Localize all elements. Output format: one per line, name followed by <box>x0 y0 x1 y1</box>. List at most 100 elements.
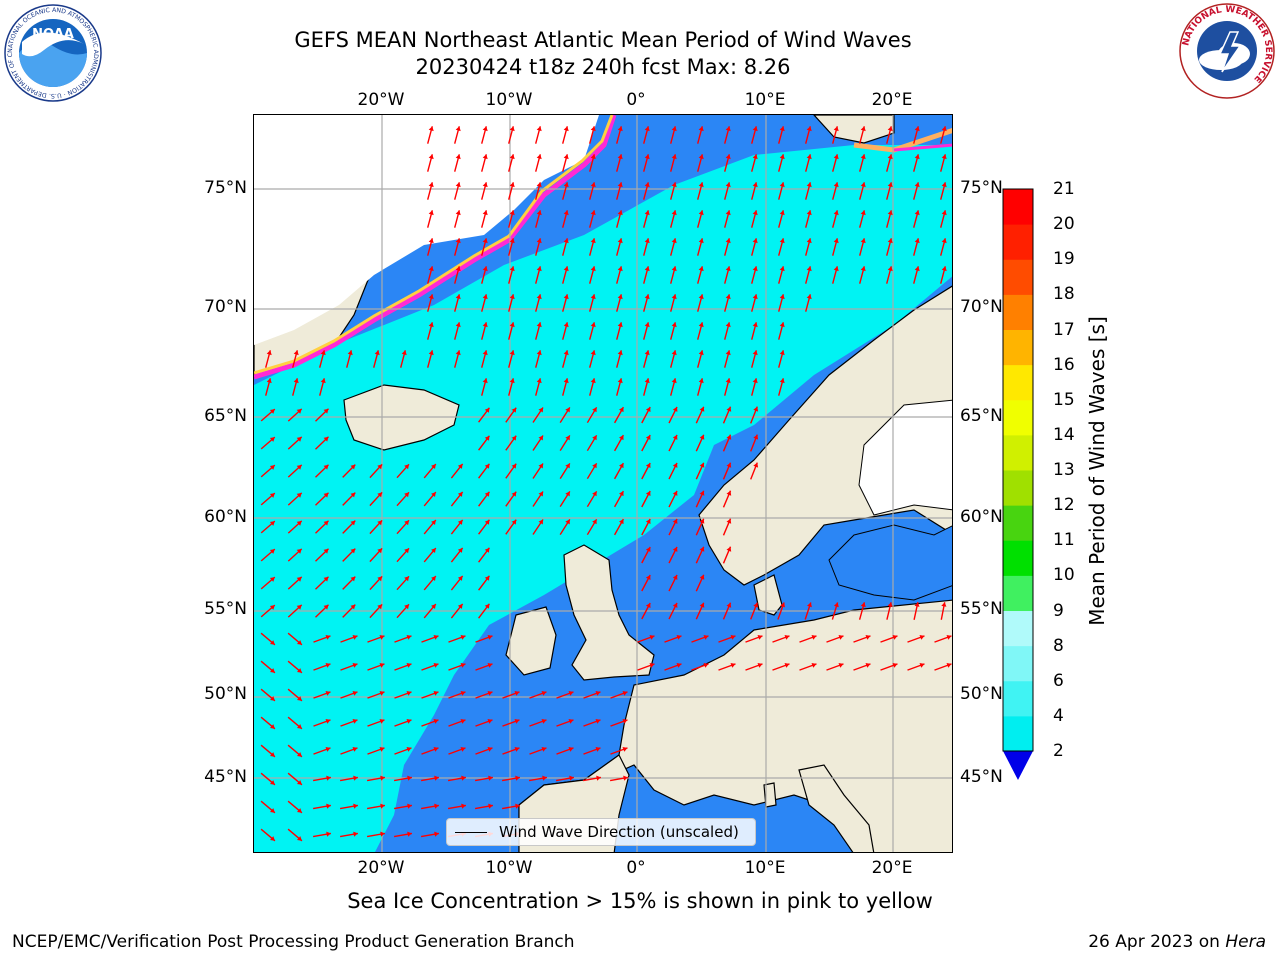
wind-wave-arrow-head <box>563 126 569 132</box>
wind-wave-arrow-head <box>672 574 678 580</box>
wind-wave-arrow <box>260 604 276 618</box>
wind-wave-arrow <box>505 435 517 451</box>
wind-wave-arrow <box>832 210 839 228</box>
footer-machine: Hera <box>1225 932 1266 952</box>
wind-wave-arrow-head <box>482 182 488 188</box>
wind-wave-arrow <box>832 182 839 200</box>
wind-wave-arrow-head <box>726 434 732 440</box>
wind-wave-arrow <box>586 434 598 452</box>
land-great-britain <box>563 544 655 681</box>
wind-wave-arrow-head <box>326 803 331 809</box>
wind-wave-arrow-head <box>698 294 704 300</box>
wind-wave-arrow <box>858 602 866 620</box>
wind-wave-arrow-head <box>297 668 302 673</box>
wind-wave-arrow-head <box>619 491 624 497</box>
wind-wave-arrow-head <box>484 547 490 553</box>
wind-wave-arrow-head <box>946 663 952 668</box>
wind-wave-arrow-head <box>619 519 624 525</box>
wind-wave-arrow <box>342 548 356 562</box>
wind-wave-arrow <box>394 635 412 643</box>
wind-wave-arrow <box>319 350 326 368</box>
wind-wave-arrow-head <box>672 406 678 412</box>
wind-wave-arrow-head <box>326 775 331 781</box>
wind-wave-arrow <box>532 463 544 479</box>
wind-wave-arrow <box>643 322 650 340</box>
wind-wave-arrow-head <box>726 406 732 412</box>
wind-wave-arrow <box>609 775 629 782</box>
wind-wave-arrow-head <box>404 604 409 610</box>
wind-wave-arrow <box>589 210 596 228</box>
wind-wave-arrow-head <box>860 126 866 132</box>
wind-wave-arrow <box>562 322 569 340</box>
wind-wave-arrow <box>880 635 898 643</box>
wind-wave-arrow-head <box>860 210 866 216</box>
wind-wave-arrow <box>367 691 385 699</box>
wind-wave-arrow-head <box>592 407 597 413</box>
chart-title: GEFS MEAN Northeast Atlantic Mean Period… <box>294 28 912 52</box>
wind-wave-arrow <box>586 518 598 536</box>
wind-wave-arrow-head <box>699 546 705 552</box>
wind-wave-arrow <box>859 210 866 228</box>
wind-wave-arrow <box>805 294 812 312</box>
wind-wave-arrow <box>366 831 386 838</box>
wind-wave-arrow <box>697 266 704 284</box>
wind-wave-arrow-head <box>326 831 331 837</box>
wind-wave-arrow-head <box>455 266 461 272</box>
wind-wave-arrow-head <box>779 378 785 384</box>
wind-wave-arrow <box>718 635 736 643</box>
wind-wave-arrow-head <box>325 719 331 724</box>
wind-wave-arrow-head <box>482 378 488 384</box>
footer-date-text: 26 Apr 2023 on <box>1088 932 1220 952</box>
colorbar-tick-label: 6 <box>1053 670 1064 691</box>
wind-wave-arrow <box>610 719 628 727</box>
wind-wave-arrow-head <box>645 435 651 440</box>
wind-wave-arrow <box>643 182 650 200</box>
wind-wave-arrow-head <box>595 719 601 724</box>
wind-wave-arrow-head <box>671 322 677 328</box>
wind-wave-arrow-head <box>672 518 678 524</box>
wind-wave-arrow <box>287 772 303 786</box>
wind-wave-arrow-head <box>297 836 302 841</box>
wind-wave-arrow-head <box>671 294 677 300</box>
wind-wave-arrow <box>287 632 303 646</box>
wind-wave-arrow-head <box>887 602 893 607</box>
wind-wave-arrow-head <box>644 126 650 132</box>
wind-wave-arrow-head <box>565 435 570 441</box>
colorbar-segment <box>1003 364 1033 401</box>
wind-wave-arrow <box>369 463 383 479</box>
wind-wave-arrow <box>535 154 542 172</box>
wind-wave-arrow-head <box>865 635 871 640</box>
wind-wave-arrow <box>532 519 544 535</box>
wind-wave-arrow-head <box>455 126 461 132</box>
wind-wave-arrow-head <box>860 266 866 272</box>
wind-wave-arrow <box>610 747 628 755</box>
wind-wave-arrow-head <box>320 350 326 356</box>
wind-wave-arrow-head <box>644 210 650 216</box>
wind-wave-arrow-head <box>914 182 920 188</box>
wind-wave-arrow-head <box>833 602 839 608</box>
lon-label-bottom-10w: 10°W <box>485 858 533 878</box>
colorbar <box>1002 188 1034 780</box>
wind-wave-arrow-head <box>379 719 385 724</box>
wind-wave-arrow <box>502 719 520 727</box>
wind-wave-arrow <box>342 604 356 618</box>
lat-label-left-65n: 65°N <box>204 406 247 426</box>
wind-wave-arrow <box>643 378 650 396</box>
wind-wave-arrow-head <box>671 378 677 384</box>
wind-wave-arrow <box>772 635 790 643</box>
wind-wave-arrow-head <box>457 463 463 469</box>
wind-wave-arrow-head <box>617 266 623 272</box>
wind-wave-arrow <box>556 691 574 699</box>
wind-wave-arrow <box>799 663 817 671</box>
wind-wave-arrow <box>478 463 490 479</box>
wind-wave-arrow-head <box>644 294 650 300</box>
wind-wave-arrow <box>778 182 785 200</box>
wind-wave-arrow-head <box>699 574 705 580</box>
wind-wave-arrow <box>287 800 303 814</box>
wind-wave-arrow <box>508 322 515 340</box>
wind-wave-arrow <box>450 519 464 535</box>
wind-wave-arrow <box>287 716 303 730</box>
sea-ice-edge-yellow <box>254 115 614 375</box>
colorbar-segment <box>1003 540 1033 576</box>
lon-label-top-20e: 20°E <box>871 90 913 110</box>
